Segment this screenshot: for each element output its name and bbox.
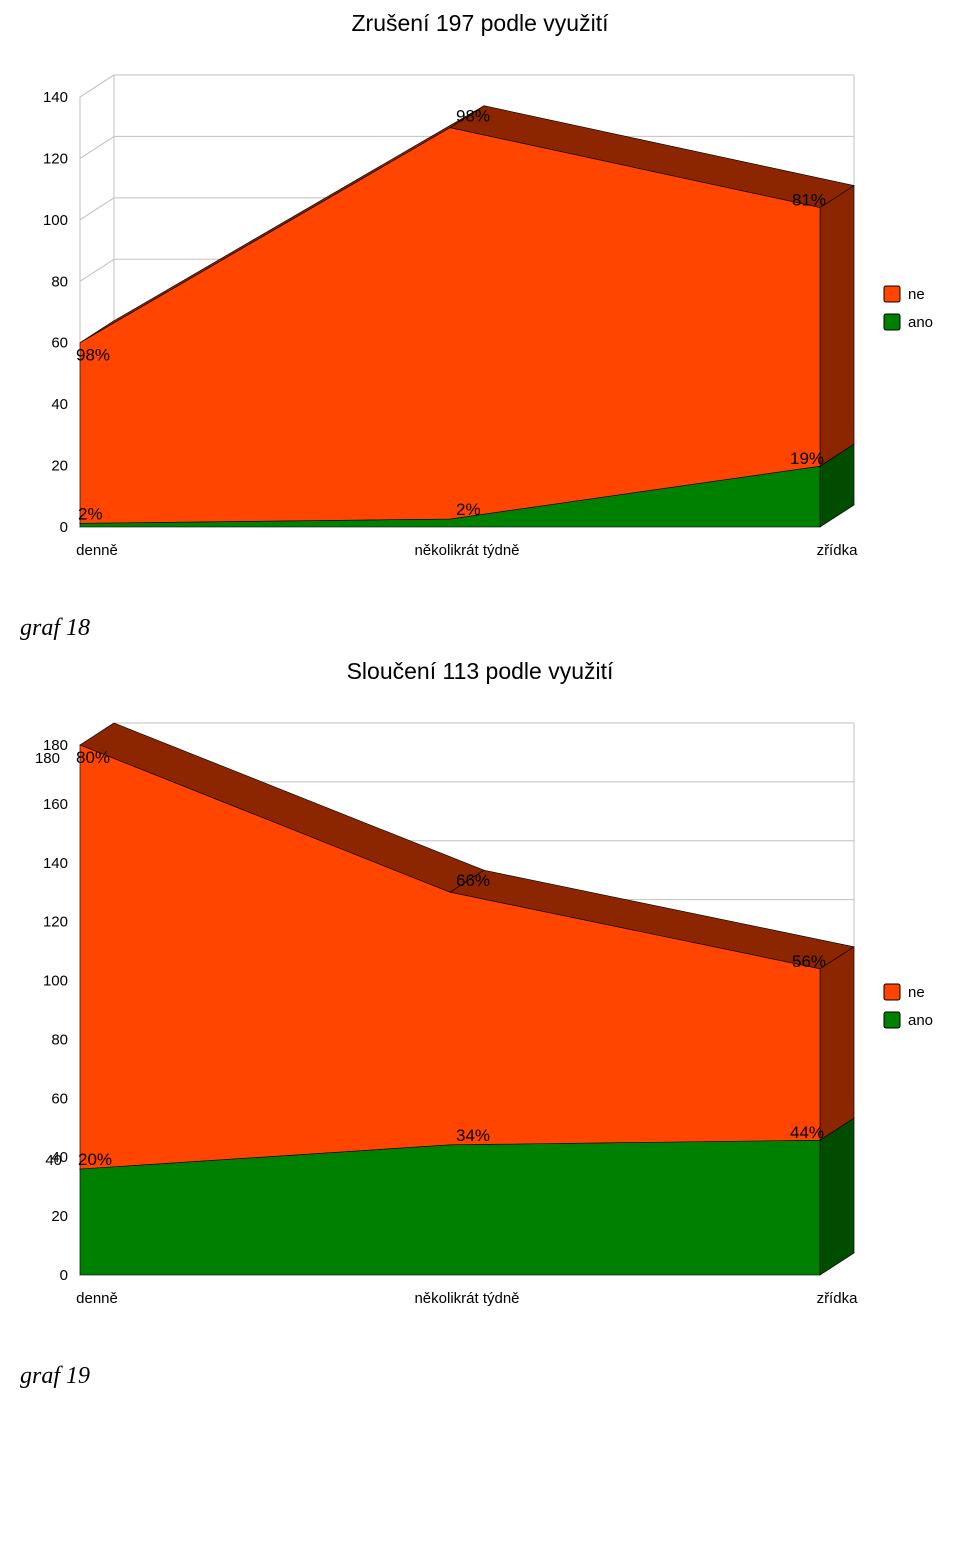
data-label: 19% xyxy=(790,449,824,468)
chart-2-caption: graf 19 xyxy=(20,1363,960,1390)
x-category-label: zřídka xyxy=(817,1290,859,1307)
data-label: 2% xyxy=(78,504,103,523)
data-label: 20% xyxy=(78,1150,112,1169)
data-label: 80% xyxy=(76,748,110,767)
x-categories: denně několikrát týdně zřídka xyxy=(76,542,858,559)
y-tick-label: 0 xyxy=(60,1267,68,1284)
y-tick-label: 100 xyxy=(43,212,68,229)
legend-swatch xyxy=(884,1012,900,1028)
overlap-tick: 180 xyxy=(35,750,60,767)
chart-2-canvas-wrap: 0 20 40 60 80 100 120 140 160 180 denně několikrát … xyxy=(0,695,960,1355)
y-tick-label: 120 xyxy=(43,914,68,931)
chart-2: Sloučení 113 podle využití 0 20 40 60 80 100 1… xyxy=(0,658,960,1390)
legend-label: ano xyxy=(908,314,933,331)
data-label: 98% xyxy=(456,107,490,126)
data-label: 56% xyxy=(792,952,826,971)
y-tick-label: 40 xyxy=(51,396,68,413)
chart-2-svg: 0 20 40 60 80 100 120 140 160 180 denně několikrát … xyxy=(0,695,960,1355)
legend-label: ne xyxy=(908,286,925,303)
y-tick-label: 160 xyxy=(43,796,68,813)
y-tick-label: 120 xyxy=(43,150,68,167)
chart-1-caption: graf 18 xyxy=(20,615,960,642)
data-label: 98% xyxy=(76,346,110,365)
legend-swatch xyxy=(884,984,900,1000)
page: Zrušení 197 podle využití 0 20 40 60 80 100 12… xyxy=(0,10,960,1426)
y-ticks: 0 20 40 60 80 100 120 140 xyxy=(43,89,68,536)
overlap-tick: 40 xyxy=(45,1152,62,1169)
x-category-label: několikrát týdně xyxy=(414,542,519,559)
data-label: 2% xyxy=(456,500,481,519)
y-tick-label: 100 xyxy=(43,973,68,990)
legend-swatch xyxy=(884,286,900,302)
y-tick-label: 60 xyxy=(51,1090,68,1107)
x-category-label: denně xyxy=(76,1290,118,1307)
x-category-label: denně xyxy=(76,542,118,559)
legend-label: ano xyxy=(908,1012,933,1029)
x-categories: denně několikrát týdně zřídka xyxy=(76,1290,858,1307)
y-ticks: 020406080100120140160180 xyxy=(43,737,68,1284)
chart-2-title: Sloučení 113 podle využití xyxy=(0,658,960,685)
legend: ne ano xyxy=(884,984,933,1029)
y-tick-label: 20 xyxy=(51,458,68,475)
y-tick-label: 60 xyxy=(51,335,68,352)
data-label: 66% xyxy=(456,871,490,890)
y-tick-label: 0 xyxy=(60,519,68,536)
x-category-label: zřídka xyxy=(817,542,859,559)
x-category-label: několikrát týdně xyxy=(414,1290,519,1307)
data-label: 34% xyxy=(456,1126,490,1145)
data-label: 44% xyxy=(790,1123,824,1142)
chart-1: Zrušení 197 podle využití 0 20 40 60 80 100 12… xyxy=(0,10,960,642)
legend: ne ano xyxy=(884,286,933,331)
y-tick-label: 80 xyxy=(51,1031,68,1048)
chart-1-svg: 0 20 40 60 80 100 120 140 denně několikrát týdně z… xyxy=(0,47,960,607)
y-tick-label: 140 xyxy=(43,89,68,106)
legend-swatch xyxy=(884,314,900,330)
legend-label: ne xyxy=(908,984,925,1001)
data-label: 81% xyxy=(792,191,826,210)
y-tick-label: 80 xyxy=(51,273,68,290)
y-tick-label: 140 xyxy=(43,855,68,872)
y-tick-label: 20 xyxy=(51,1208,68,1225)
chart-1-canvas-wrap: 0 20 40 60 80 100 120 140 denně několikrát týdně z… xyxy=(0,47,960,607)
chart-1-title: Zrušení 197 podle využití xyxy=(0,10,960,37)
